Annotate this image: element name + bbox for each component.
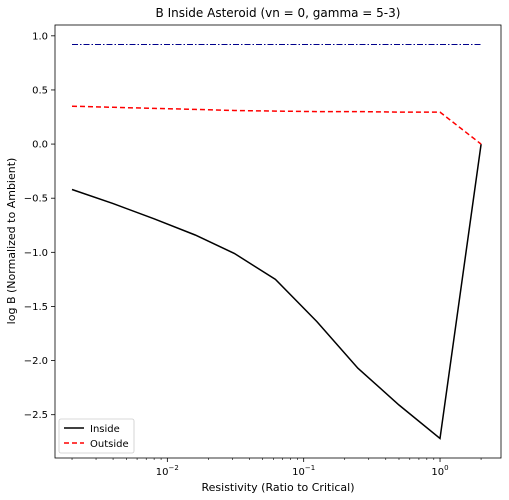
y-tick-label: 0.5 (32, 85, 48, 96)
x-axis-label: Resistivity (Ratio to Critical) (201, 481, 354, 494)
x-tick-label: 100 (431, 464, 448, 478)
chart-title: B Inside Asteroid (vn = 0, gamma = 5-3) (156, 6, 401, 20)
y-axis-label: log B (Normalized to Ambient) (5, 158, 18, 325)
legend-label-outside: Outside (90, 439, 129, 450)
y-tick-label: −2.0 (24, 356, 48, 367)
plot-frame (54, 24, 502, 459)
y-tick-label: 1.0 (32, 31, 48, 42)
series-line-inside (71, 143, 482, 440)
legend: Inside Outside (58, 418, 135, 454)
series-line-outside (71, 105, 482, 145)
y-tick-label: 0.0 (32, 140, 48, 151)
x-tick-label: 10−1 (292, 464, 315, 478)
y-tick-label: −1.0 (24, 248, 48, 259)
x-tick-label: 10−2 (156, 464, 179, 478)
legend-label-inside: Inside (90, 424, 120, 435)
y-tick-label: −1.5 (24, 302, 48, 313)
y-tick-label: −2.5 (24, 410, 48, 421)
y-tick-label: −0.5 (24, 194, 48, 205)
